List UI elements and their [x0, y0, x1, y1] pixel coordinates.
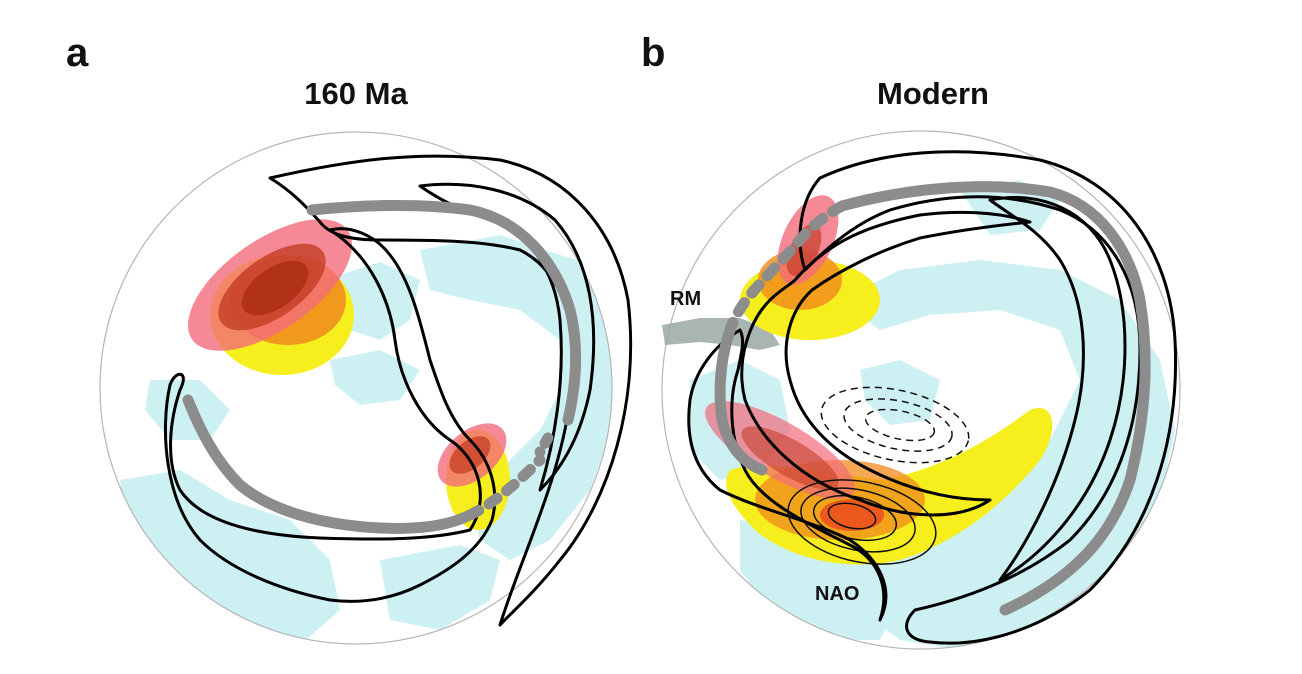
negative-anomaly-contours [820, 386, 970, 464]
panel-letter-a: a [66, 31, 89, 75]
panel-title-b: Modern [877, 76, 989, 111]
storm-tracks-a [182, 199, 582, 534]
map-160ma [99, 131, 633, 645]
rocky-mountains-range [662, 318, 780, 350]
polar-map-outline-a [99, 131, 613, 645]
nao-label: NAO [815, 583, 859, 605]
panel-title-a: 160 Ma [304, 76, 408, 111]
nao-contours [787, 479, 937, 565]
anomaly-north-atlantic-a [188, 219, 354, 375]
jet-outlines-b [687, 150, 1178, 645]
storm-tracks-b [714, 181, 1151, 616]
panel-letter-b: b [641, 31, 666, 75]
polar-map-outline-b [661, 130, 1181, 650]
rocky-mountains-label: RM [670, 288, 701, 310]
map-modern: RM NAO [661, 130, 1181, 650]
